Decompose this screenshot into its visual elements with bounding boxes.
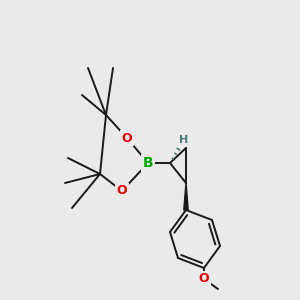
Text: O: O	[199, 272, 209, 286]
Polygon shape	[184, 183, 188, 210]
Text: O: O	[122, 131, 132, 145]
Text: O: O	[117, 184, 127, 197]
Text: B: B	[143, 156, 153, 170]
Text: H: H	[179, 135, 189, 145]
